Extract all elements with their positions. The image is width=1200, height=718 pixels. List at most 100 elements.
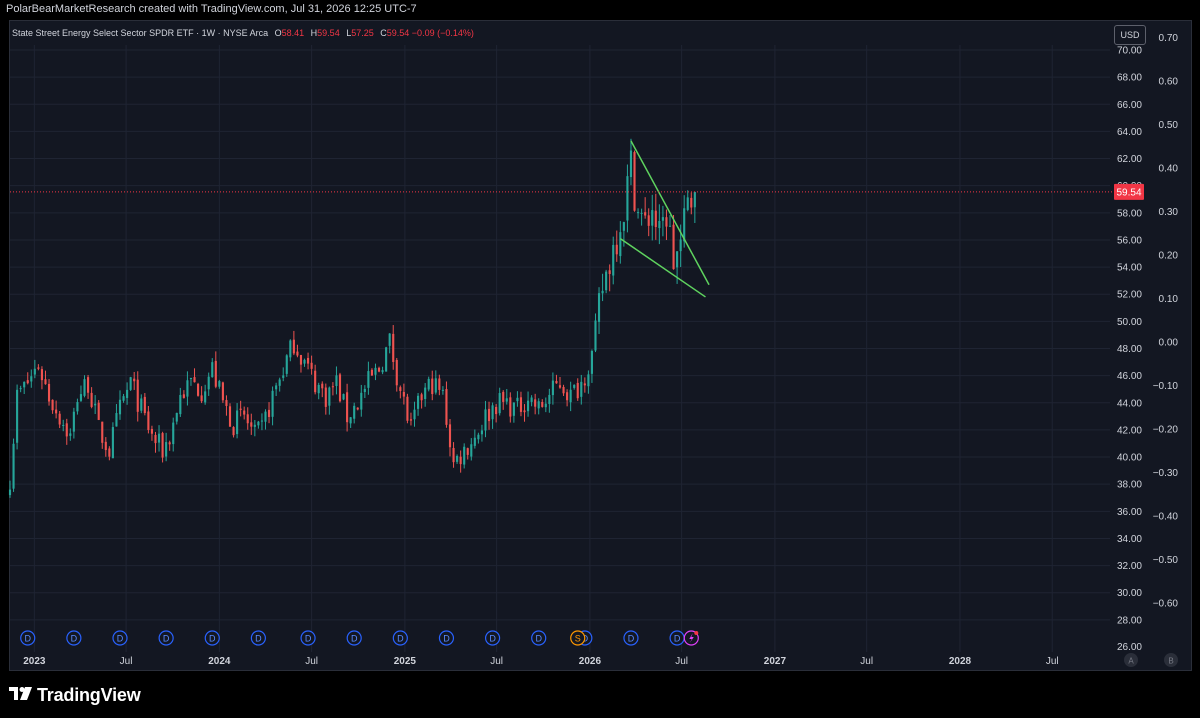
candle-body: [55, 409, 58, 414]
candle-body: [523, 410, 526, 413]
dividend-marker-letter: D: [489, 634, 496, 644]
candle-body: [615, 244, 618, 255]
candle-body: [303, 359, 306, 364]
currency-button[interactable]: USD: [1114, 25, 1146, 45]
dividend-marker[interactable]: D: [531, 630, 547, 646]
candle-body: [97, 402, 100, 420]
time-tick-label: 2028: [949, 656, 972, 667]
symbol-title[interactable]: State Street Energy Select Sector SPDR E…: [12, 28, 269, 38]
dividend-marker-letter: D: [117, 634, 124, 644]
candle-body: [413, 409, 416, 420]
candle-body: [44, 379, 47, 385]
dividend-marker-circle: [204, 630, 220, 646]
dividend-marker[interactable]: D: [204, 630, 220, 646]
event-marker[interactable]: [683, 630, 699, 646]
candle-body: [307, 357, 310, 364]
candle-body: [544, 403, 547, 408]
candle-body: [115, 413, 118, 427]
candle-body: [172, 422, 175, 445]
secondary-tick-label: 0.50: [1159, 120, 1179, 131]
candle-body: [250, 422, 253, 427]
split-marker[interactable]: S: [570, 630, 586, 646]
candle-body: [118, 399, 122, 415]
candle-body: [225, 400, 228, 406]
candle-body: [644, 212, 647, 216]
candle-body: [583, 383, 586, 386]
candle-body: [420, 394, 423, 401]
candle-body: [282, 375, 285, 378]
event-dot: [694, 631, 699, 635]
brand-name[interactable]: TradingView: [37, 685, 141, 705]
candle-body: [576, 382, 579, 399]
price-tick-label: 36.00: [1117, 507, 1142, 518]
dividend-marker-circle: [66, 630, 82, 646]
symbol-legend[interactable]: State Street Energy Select Sector SPDR E…: [12, 28, 474, 38]
dividend-marker[interactable]: D: [669, 630, 685, 646]
candle-body: [108, 448, 111, 457]
dividend-marker[interactable]: D: [112, 630, 128, 646]
candle-body: [133, 378, 136, 382]
secondary-tick-label: 0.60: [1159, 77, 1179, 88]
candle-body: [456, 455, 459, 462]
dividend-marker[interactable]: D: [623, 630, 639, 646]
candle-body: [683, 208, 686, 242]
candle-body: [608, 270, 611, 275]
candle-body: [530, 397, 533, 402]
candle-body: [289, 340, 292, 358]
dividend-marker-letter: D: [163, 634, 170, 644]
price-tick-label: 38.00: [1117, 480, 1142, 491]
candle-body: [601, 290, 604, 294]
tradingview-logo-icon[interactable]: [9, 686, 33, 702]
dividend-marker[interactable]: D: [250, 630, 266, 646]
candle-body: [40, 369, 43, 381]
secondary-tick-label: 0.20: [1159, 251, 1179, 262]
candle-body: [441, 389, 444, 391]
candle-body: [47, 383, 51, 402]
dividend-marker[interactable]: D: [66, 630, 82, 646]
candle-body: [363, 388, 366, 393]
secondary-tick-label: −0.30: [1153, 468, 1179, 479]
candle-body: [257, 421, 260, 426]
candle-body: [296, 351, 299, 356]
dividend-marker-letter: D: [305, 634, 312, 644]
dividend-marker[interactable]: D: [392, 630, 408, 646]
price-tick-label: 54.00: [1117, 263, 1142, 274]
low-label: L: [346, 28, 352, 38]
candle-body: [90, 392, 93, 407]
attribution-text: PolarBearMarketResearch created with Tra…: [6, 3, 417, 15]
candle-body: [470, 444, 473, 457]
candle-body: [211, 362, 214, 378]
candle-body: [335, 375, 338, 386]
candle-body: [253, 424, 256, 427]
dividend-marker[interactable]: D: [300, 630, 316, 646]
price-tick-label: 56.00: [1117, 235, 1142, 246]
candle-body: [168, 442, 171, 445]
dividend-marker[interactable]: D: [438, 630, 455, 646]
candle-body: [292, 339, 295, 354]
price-tick-label: 32.00: [1117, 561, 1142, 572]
candle-body: [370, 369, 373, 376]
candle-body: [637, 212, 640, 214]
candle-body: [569, 389, 572, 403]
candle-body: [445, 389, 448, 425]
dividend-marker-letter: D: [255, 634, 262, 644]
dividend-marker[interactable]: D: [346, 630, 362, 646]
dividend-marker-circle: [250, 630, 266, 646]
candle-body: [16, 389, 19, 443]
candle-body: [406, 396, 409, 421]
chart-pane[interactable]: [9, 20, 1192, 671]
time-tick-label: Jul: [490, 656, 503, 667]
candle-body: [346, 392, 349, 423]
secondary-tick-label: 0.40: [1159, 164, 1179, 175]
candle-body: [360, 392, 363, 410]
candle-body: [690, 197, 693, 208]
dividend-marker[interactable]: D: [158, 630, 174, 646]
candle-body: [622, 222, 625, 231]
dividend-marker[interactable]: D: [484, 630, 501, 646]
candle-body: [69, 433, 72, 436]
axis-option-button[interactable]: [1164, 653, 1178, 667]
candle-body: [519, 397, 523, 412]
dividend-marker[interactable]: D: [20, 630, 36, 646]
axis-option-button[interactable]: [1124, 653, 1138, 667]
